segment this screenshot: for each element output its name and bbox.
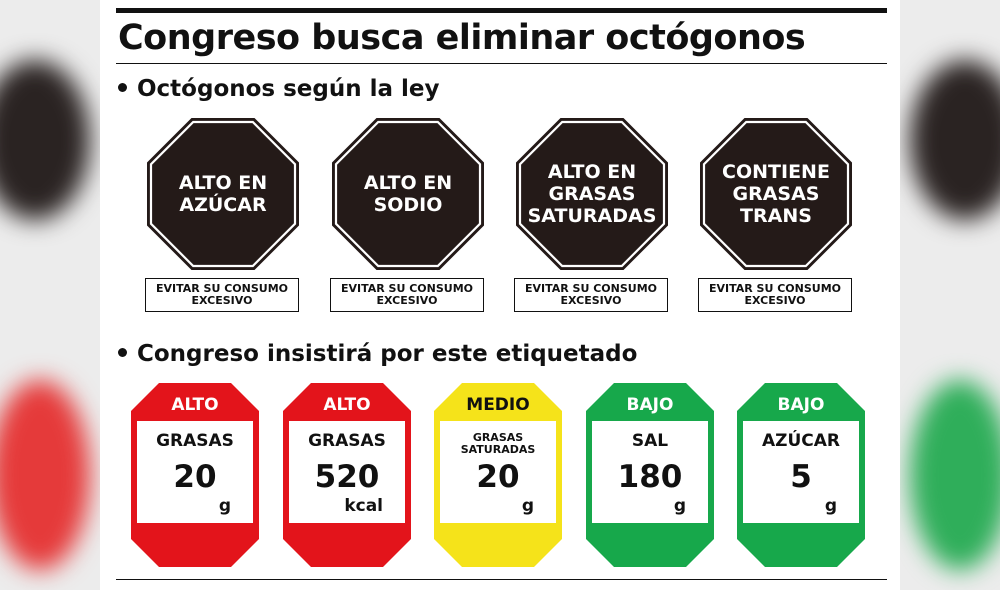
bottom-rule <box>116 579 887 580</box>
nutrient-unit: g <box>673 496 686 516</box>
blurred-red-shape <box>0 380 90 570</box>
nutrient-value: 520 <box>314 459 380 495</box>
warning-octagon: CONTIENE GRASAS TRANS <box>700 118 852 270</box>
octagon-card: ALTO EN GRASAS SATURADAS EVITAR SU CONSU… <box>514 118 670 312</box>
traffic-light-label: BAJO AZÚCAR 5 g <box>737 383 865 567</box>
headline-divider <box>116 63 887 64</box>
level-badge: ALTO <box>323 395 371 415</box>
traffic-light-label: MEDIO GRASAS SATURADAS 20 g <box>434 383 562 567</box>
blurred-green-shape <box>910 380 1000 570</box>
blurred-background-left <box>0 0 100 590</box>
traffic-light-label: ALTO GRASAS 520 kcal <box>283 383 411 567</box>
nutrient-value: 20 <box>173 459 217 495</box>
blurred-background-right <box>900 0 1000 590</box>
octagon-text: ALTO EN GRASAS SATURADAS <box>527 161 657 227</box>
traffic-light-label: ALTO GRASAS 20 g <box>131 383 259 567</box>
section-title-text: Congreso insistirá por este etiquetado <box>137 341 638 367</box>
octagon-text: ALTO EN AZÚCAR <box>178 172 268 216</box>
warning-octagon: ALTO EN AZÚCAR <box>147 118 299 270</box>
nutrient-unit: g <box>824 496 837 516</box>
warning-caption-text: EVITAR SU CONSUMO EXCESIVO <box>155 282 289 307</box>
octagon-text: CONTIENE GRASAS TRANS <box>722 161 830 227</box>
nutrient-unit: g <box>218 496 231 516</box>
level-badge: BAJO <box>777 395 825 415</box>
nutrient-unit: g <box>521 496 534 516</box>
warning-caption: EVITAR SU CONSUMO EXCESIVO <box>145 278 299 312</box>
octagon-text: ALTO EN SODIO <box>363 172 453 216</box>
warning-caption: EVITAR SU CONSUMO EXCESIVO <box>698 278 852 312</box>
blurred-octagon-shape <box>0 60 90 220</box>
section-title-text: Octógonos según la ley <box>137 76 440 102</box>
octagon-card: ALTO EN AZÚCAR EVITAR SU CONSUMO EXCESIV… <box>145 118 301 312</box>
level-badge: MEDIO <box>466 395 530 415</box>
nutrient-value: 20 <box>476 459 520 495</box>
traffic-light-label: BAJO SAL 180 g <box>586 383 714 567</box>
bullet-icon <box>118 83 127 92</box>
nutrient-value: 5 <box>790 459 812 495</box>
warning-octagon: ALTO EN GRASAS SATURADAS <box>516 118 668 270</box>
nutrient-name: GRASAS SATURADAS <box>460 431 536 456</box>
warning-octagon: ALTO EN SODIO <box>332 118 484 270</box>
nutrient-unit: kcal <box>344 496 383 516</box>
infographic-panel: Congreso busca eliminar octógonos Octógo… <box>100 0 900 590</box>
nutrient-value: 180 <box>617 459 683 495</box>
headline: Congreso busca eliminar octógonos <box>118 18 806 58</box>
warning-caption-text: EVITAR SU CONSUMO EXCESIVO <box>524 282 658 307</box>
warning-caption-text: EVITAR SU CONSUMO EXCESIVO <box>708 282 842 307</box>
section-title-law-octagons: Octógonos según la ley <box>118 75 440 103</box>
nutrient-name: AZÚCAR <box>761 431 840 451</box>
level-badge: BAJO <box>626 395 674 415</box>
level-badge: ALTO <box>171 395 219 415</box>
octagon-card: CONTIENE GRASAS TRANS EVITAR SU CONSUMO … <box>698 118 854 312</box>
octagon-card: ALTO EN SODIO EVITAR SU CONSUMO EXCESIVO <box>330 118 486 312</box>
nutrient-name: GRASAS <box>308 431 386 451</box>
warning-caption: EVITAR SU CONSUMO EXCESIVO <box>330 278 484 312</box>
blurred-octagon-shape <box>910 60 1000 220</box>
warning-caption: EVITAR SU CONSUMO EXCESIVO <box>514 278 668 312</box>
bullet-icon <box>118 348 127 357</box>
nutrient-name: GRASAS <box>156 431 234 451</box>
warning-caption-text: EVITAR SU CONSUMO EXCESIVO <box>340 282 474 307</box>
nutrient-name: SAL <box>631 431 669 451</box>
top-rule <box>116 8 887 13</box>
section-title-proposed-labels: Congreso insistirá por este etiquetado <box>118 340 637 368</box>
